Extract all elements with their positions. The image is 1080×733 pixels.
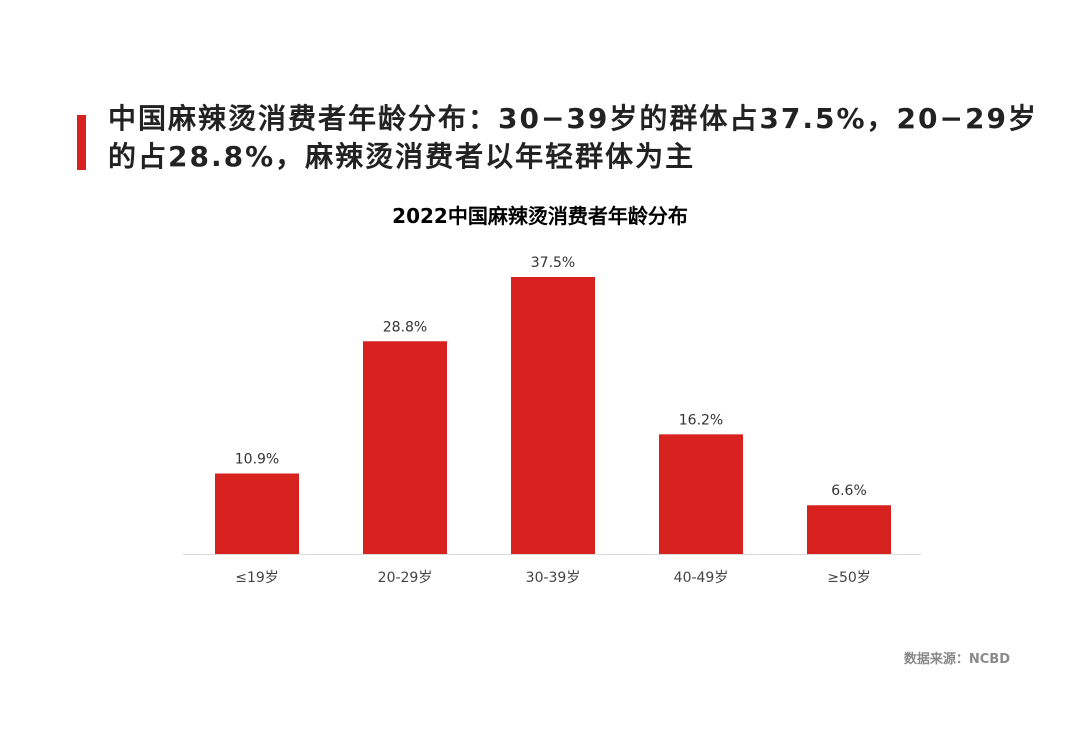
bar-0 <box>215 473 299 554</box>
x-tick-label-0: ≤19岁 <box>235 570 279 586</box>
data-label-3: 16.2% <box>679 412 723 428</box>
x-tick-label-3: 40-49岁 <box>674 570 729 586</box>
data-label-0: 10.9% <box>235 451 279 467</box>
data-source-note: 数据来源：NCBD <box>903 652 1010 667</box>
chart-title: 2022中国麻辣烫消费者年龄分布 <box>392 204 688 228</box>
bar-2 <box>511 277 595 554</box>
title-accent-bar <box>77 115 86 170</box>
bar-3 <box>659 434 743 554</box>
page-headline: 中国麻辣烫消费者年龄分布：30−39岁的群体占37.5%，20−29岁的占28.… <box>108 102 1038 173</box>
data-label-1: 28.8% <box>383 319 427 335</box>
x-tick-label-2: 30-39岁 <box>526 570 581 586</box>
x-tick-label-1: 20-29岁 <box>378 570 433 586</box>
bar-4 <box>807 505 891 554</box>
x-tick-label-4: ≥50岁 <box>827 570 871 586</box>
bar-1 <box>363 341 447 554</box>
data-label-4: 6.6% <box>831 483 867 499</box>
data-label-2: 37.5% <box>531 255 575 271</box>
